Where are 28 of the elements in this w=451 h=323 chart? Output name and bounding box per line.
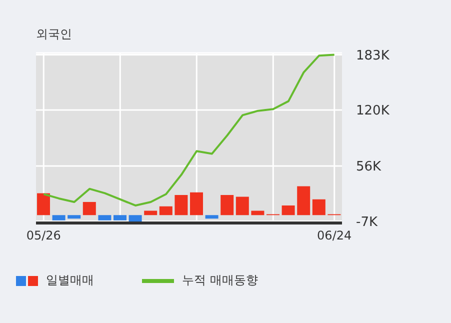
bar xyxy=(174,194,188,216)
bar xyxy=(312,199,326,216)
x-tick-label: 05/26 xyxy=(26,228,61,243)
bar xyxy=(251,210,264,216)
bar xyxy=(98,215,112,220)
bar xyxy=(205,215,218,219)
bar xyxy=(82,202,96,216)
legend-label: 일별매매 xyxy=(46,272,94,289)
bar xyxy=(159,206,172,216)
bar xyxy=(128,215,142,222)
bar xyxy=(68,215,81,219)
bar xyxy=(114,215,126,220)
legend-label: 누적 매매동향 xyxy=(182,272,258,289)
bar xyxy=(297,186,310,216)
y-tick-label: 120K xyxy=(356,104,390,119)
line-series xyxy=(42,54,336,206)
bar xyxy=(220,194,234,216)
bar xyxy=(144,210,158,216)
x-tick-label: 06/24 xyxy=(317,228,352,243)
y-tick-label: 183K xyxy=(356,48,390,64)
bar xyxy=(37,193,50,216)
chart-title: 외국인 xyxy=(36,26,72,43)
bar xyxy=(236,196,249,216)
bar xyxy=(190,192,203,216)
bar xyxy=(282,205,295,216)
bar xyxy=(52,215,66,220)
y-tick-label: 56K xyxy=(356,160,382,175)
y-tick-label: -7K xyxy=(356,214,378,230)
